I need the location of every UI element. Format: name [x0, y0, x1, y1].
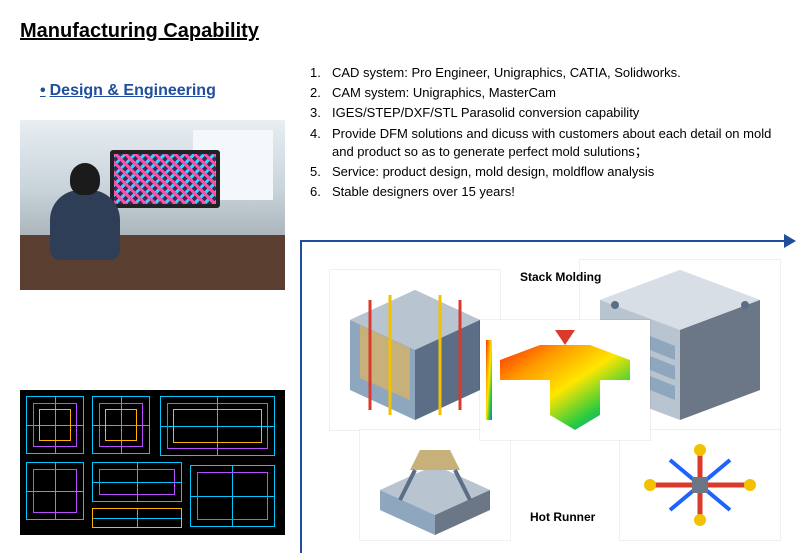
render-collage: Stack Molding Hot Runner	[320, 260, 780, 543]
list-item: 4. Provide DFM solutions and dicuss with…	[310, 125, 780, 161]
cad-drawing-image	[20, 390, 285, 535]
list-item: 2. CAM system: Unigraphics, MasterCam	[310, 84, 780, 102]
list-number: 6.	[310, 183, 332, 201]
section-subtitle: Design & Engineering	[40, 82, 216, 100]
axis-vertical	[300, 240, 302, 553]
list-text: Provide DFM solutions and dicuss with cu…	[332, 125, 780, 161]
list-text: Stable designers over 15 years!	[332, 183, 780, 201]
list-item: 3. IGES/STEP/DXF/STL Parasolid conversio…	[310, 104, 780, 122]
list-number: 2.	[310, 84, 332, 102]
axis-arrow-icon	[784, 234, 796, 248]
list-item: 6. Stable designers over 15 years!	[310, 183, 780, 201]
list-number: 1.	[310, 64, 332, 82]
list-text: CAM system: Unigraphics, MasterCam	[332, 84, 780, 102]
moldflow-simulation-render	[480, 320, 650, 440]
component-render	[360, 430, 510, 540]
axis-horizontal	[300, 240, 786, 242]
stack-molding-label: Stack Molding	[520, 270, 601, 284]
list-text: Service: product design, mold design, mo…	[332, 163, 780, 181]
list-text: IGES/STEP/DXF/STL Parasolid conversion c…	[332, 104, 780, 122]
list-number: 4.	[310, 125, 332, 161]
hot-runner-label: Hot Runner	[530, 510, 595, 524]
capability-list: 1. CAD system: Pro Engineer, Unigraphics…	[310, 64, 780, 203]
hot-runner-render	[620, 430, 780, 540]
mold-assembly-render	[330, 270, 500, 430]
page-title: Manufacturing Capability	[20, 20, 259, 43]
list-number: 5.	[310, 163, 332, 181]
list-item: 5. Service: product design, mold design,…	[310, 163, 780, 181]
list-text: CAD system: Pro Engineer, Unigraphics, C…	[332, 64, 780, 82]
list-number: 3.	[310, 104, 332, 122]
workstation-photo	[20, 120, 285, 290]
list-item: 1. CAD system: Pro Engineer, Unigraphics…	[310, 64, 780, 82]
